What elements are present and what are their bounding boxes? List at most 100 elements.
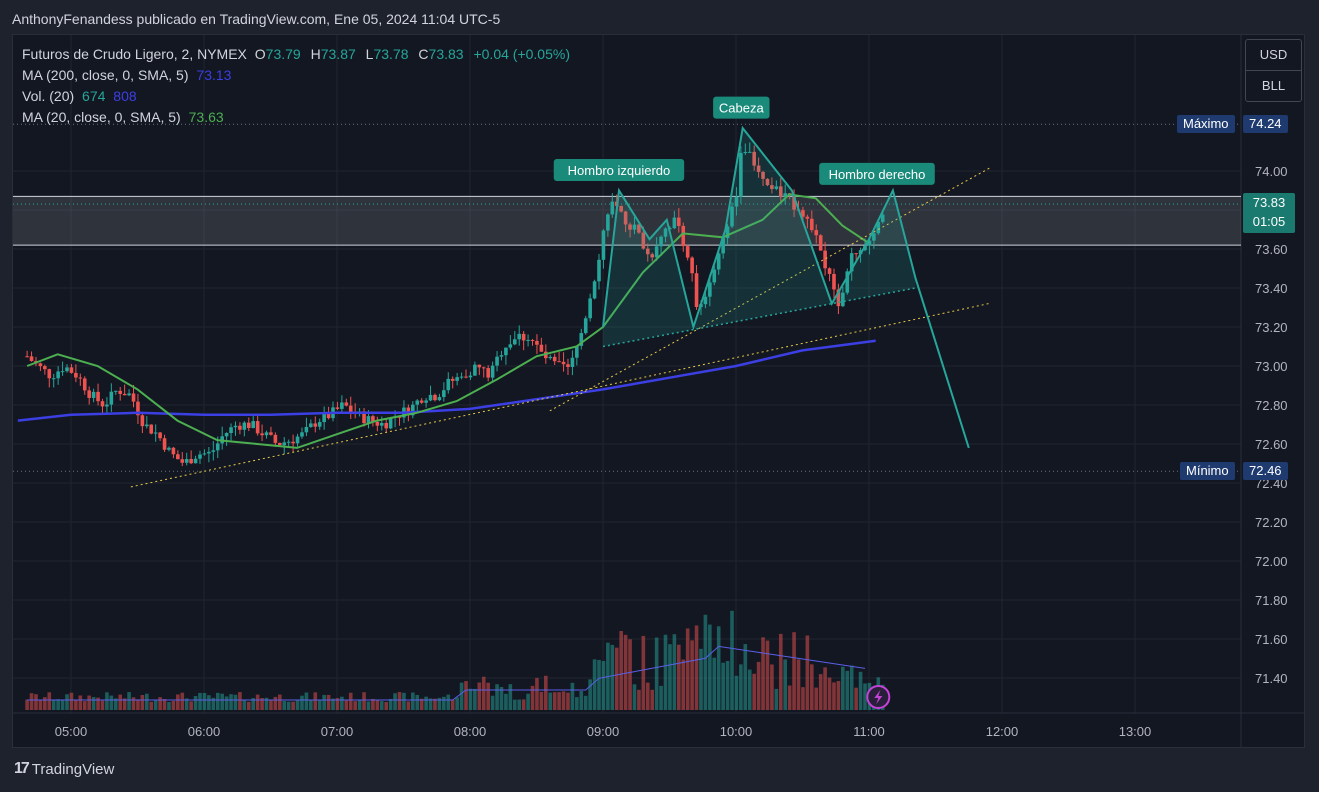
volume-bar: [459, 682, 464, 710]
volume-bar: [548, 692, 553, 710]
candle-body: [242, 422, 247, 430]
volume-bar: [517, 699, 522, 710]
volume-bar: [286, 701, 291, 710]
trend-line: [130, 303, 989, 488]
volume-bar: [552, 692, 557, 710]
x-tick-label: 10:00: [720, 724, 753, 739]
pattern-outline: [602, 125, 970, 449]
chart-area[interactable]: 74.0073.8073.6073.4073.2073.0072.8072.60…: [12, 34, 1305, 748]
candle-body: [597, 259, 601, 282]
volume-bar: [858, 671, 863, 710]
volume-bar: [473, 688, 477, 710]
candle-body: [867, 240, 872, 246]
volume-bar: [189, 701, 193, 710]
volume-bar: [495, 684, 499, 710]
volume-bar: [583, 695, 588, 710]
volume-bar: [592, 659, 597, 710]
volume-value: 674: [82, 88, 106, 104]
volume-bar: [171, 700, 176, 710]
candle-body: [880, 214, 885, 222]
candle-body: [433, 394, 437, 401]
volume-bar: [317, 700, 322, 710]
candle-body: [60, 371, 65, 373]
candle-body: [158, 432, 162, 439]
ma20-label[interactable]: MA (20, close, 0, SMA, 5): [22, 109, 181, 125]
volume-bar: [211, 697, 216, 710]
tv-logo-icon: 17: [14, 760, 30, 777]
candle-body: [747, 151, 752, 153]
volume-bar: [681, 659, 686, 710]
candle-body: [424, 400, 428, 403]
candle-body: [495, 356, 499, 366]
volume-bar: [331, 698, 335, 710]
candle-body: [654, 246, 659, 258]
candle-body: [681, 225, 686, 247]
volume-bar: [836, 681, 841, 710]
candle-body: [535, 340, 539, 345]
volume-bar: [845, 670, 850, 710]
volume-bar: [557, 692, 561, 710]
candle-body: [645, 248, 650, 255]
volume-bar: [721, 662, 725, 710]
trend-line: [549, 166, 992, 412]
candle-body: [446, 378, 451, 391]
candle-body: [504, 347, 508, 356]
volume-bar: [136, 699, 140, 710]
candle-body: [827, 268, 832, 274]
volume-bar: [278, 694, 282, 710]
candle-body: [246, 422, 251, 429]
candle-body: [278, 442, 282, 446]
candle-body: [273, 434, 278, 443]
volume-bar: [437, 697, 442, 710]
candle-body: [872, 233, 876, 241]
volume-bar: [761, 637, 765, 710]
volume-bar: [747, 669, 752, 710]
volume-bar: [716, 626, 721, 710]
volume-bar: [419, 698, 424, 710]
candle-body: [322, 412, 326, 423]
bar-countdown: 01:05: [1252, 214, 1286, 229]
candle-body: [198, 454, 202, 459]
volume-bar: [60, 699, 65, 710]
volume-bar: [801, 687, 805, 710]
chart-legend: Futuros de Crudo Ligero, 2, NYMEX O73.79…: [22, 44, 574, 128]
candle-body: [778, 186, 783, 197]
ma200-label[interactable]: MA (200, close, 0, SMA, 5): [22, 67, 189, 83]
unit-bll[interactable]: BLL: [1246, 70, 1301, 101]
candle-body: [136, 401, 140, 416]
symbol-name[interactable]: Futuros de Crudo Ligero, 2, NYMEX: [22, 46, 247, 62]
right-shoulder-label: Hombro derecho: [829, 167, 926, 182]
candle-body: [87, 390, 91, 398]
volume-bar: [193, 695, 198, 710]
volume-bar: [224, 696, 229, 710]
ma20-value: 73.63: [188, 109, 224, 125]
y-tick-label: 72.20: [1255, 515, 1288, 530]
volume-bar: [47, 692, 52, 710]
volume-bar: [725, 660, 730, 710]
volume-bar: [832, 682, 836, 710]
currency-selector[interactable]: USD BLL: [1245, 39, 1302, 102]
candle-body: [419, 400, 424, 403]
candle-body: [255, 421, 260, 434]
volume-bar: [792, 632, 796, 710]
volume-bar: [730, 610, 734, 710]
volume-bar: [402, 692, 406, 710]
candle-body: [530, 339, 535, 341]
candle-body: [300, 432, 304, 437]
volume-bar: [371, 698, 375, 710]
volume-label[interactable]: Vol. (20): [22, 88, 75, 104]
candle-body: [592, 281, 597, 299]
volume-bar: [499, 687, 504, 710]
candle-body: [765, 178, 770, 186]
currency-usd[interactable]: USD: [1259, 47, 1288, 62]
volume-bar: [490, 695, 495, 710]
candle-body: [282, 442, 287, 446]
volume-bar: [752, 673, 756, 710]
candle-body: [854, 253, 858, 255]
price-chart[interactable]: 74.0073.8073.6073.4073.2073.0072.8072.60…: [13, 35, 1304, 747]
volume-bar: [229, 694, 233, 710]
volume-bar: [756, 661, 761, 710]
candle-body: [260, 433, 264, 436]
tradingview-logo[interactable]: 17 TradingView: [14, 760, 114, 778]
tv-brand: TradingView: [31, 760, 115, 778]
